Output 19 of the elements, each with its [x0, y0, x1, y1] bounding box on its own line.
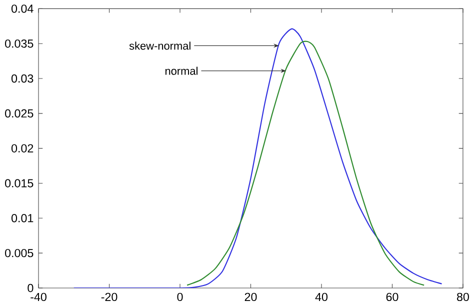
- y-tick-label: 0.025: [5, 109, 34, 118]
- x-tick-label: 20: [244, 293, 257, 302]
- y-tick-label: 0.005: [5, 249, 34, 258]
- y-tick-label: 0.04: [11, 4, 34, 13]
- x-tick-label: -20: [101, 293, 118, 302]
- x-tick-label: 80: [457, 293, 469, 302]
- y-tick-label: 0.035: [5, 40, 34, 48]
- annotation: skew-normal: [129, 42, 190, 50]
- y-tick-label: 0.015: [5, 179, 34, 188]
- x-tick-label: 60: [386, 293, 398, 302]
- annotation: normal: [165, 66, 198, 76]
- x-tick-label: 40: [315, 293, 328, 302]
- x-tick-label: -40: [30, 293, 46, 302]
- line-series: [73, 28, 442, 288]
- y-tick-label: 0.01: [11, 214, 34, 222]
- y-tick-label: 0.02: [11, 144, 34, 153]
- x-tick-label: 0: [177, 293, 183, 302]
- y-tick-label: 0.03: [11, 74, 34, 83]
- y-tick-label: 0: [28, 284, 34, 292]
